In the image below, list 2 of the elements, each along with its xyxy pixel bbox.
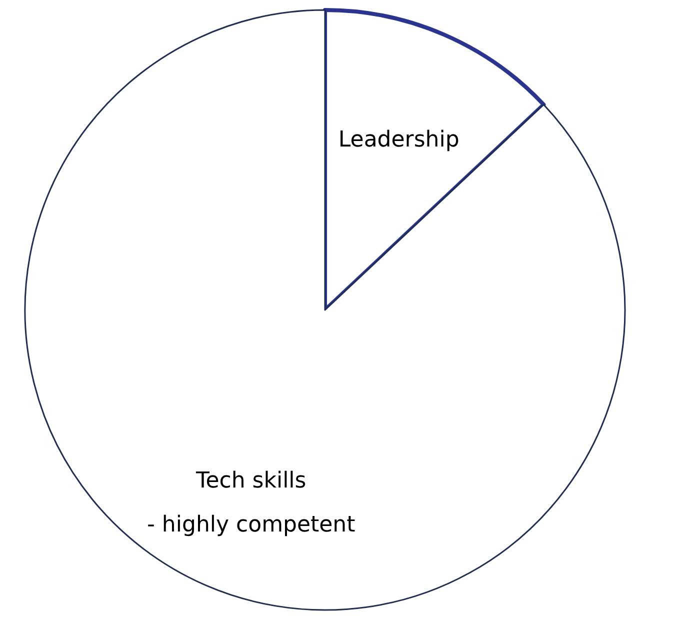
slice-label: Tech skills - highly competent bbox=[147, 468, 356, 538]
slice-label: Leadership bbox=[338, 127, 460, 152]
